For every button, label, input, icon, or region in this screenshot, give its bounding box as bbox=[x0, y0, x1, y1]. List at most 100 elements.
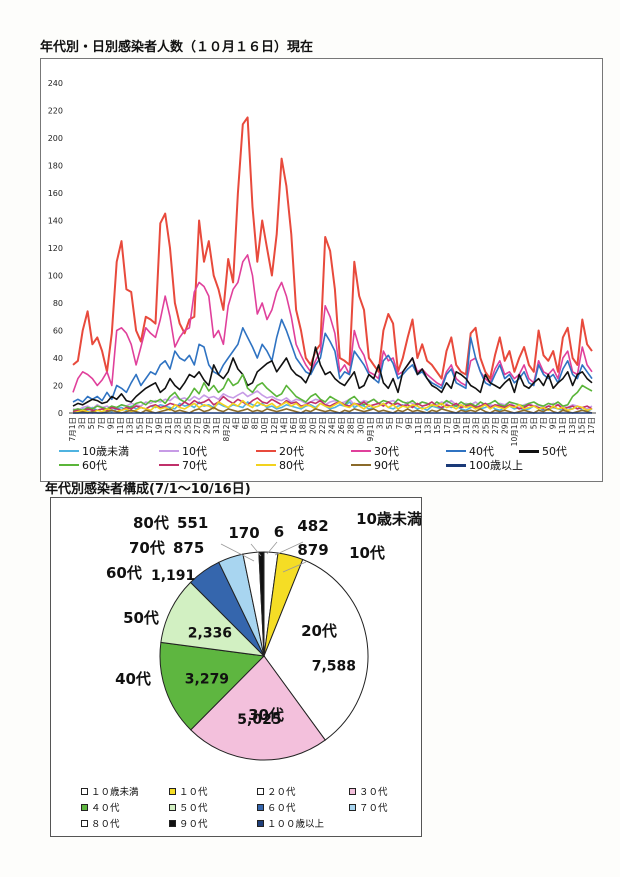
pie-chart-title: 年代別感染者構成(7/1～10/16日) bbox=[45, 482, 251, 497]
pie-value-label: 879 bbox=[297, 541, 328, 559]
pie-legend-swatch bbox=[257, 803, 264, 811]
x-tick-label: 13日 bbox=[424, 417, 433, 434]
series-line-3 bbox=[72, 116, 593, 380]
x-tick-label: 17日 bbox=[587, 417, 596, 434]
pie-chart: 7,588 5,025 3,279 2,336 20代 30代 40代 50代 10歳未満 482… bbox=[50, 497, 422, 837]
pie-chart-svg: 7,588 5,025 3,279 2,336 20代 30代 40代 50代 10歳未満 482… bbox=[106, 510, 422, 761]
x-tick-label: 15日 bbox=[135, 417, 144, 434]
pie-value-label: 7,588 bbox=[312, 659, 356, 675]
x-tick-label: 7日 bbox=[395, 417, 404, 429]
pie-legend-item: １０代 bbox=[169, 784, 208, 798]
legend-item: 80代 bbox=[256, 457, 304, 473]
x-tick-label: 25日 bbox=[481, 417, 490, 434]
y-tick-label: 80 bbox=[53, 299, 63, 308]
leader-line bbox=[266, 541, 278, 555]
pie-category-label: 20代 bbox=[301, 622, 337, 640]
x-tick-label: 3日 bbox=[78, 417, 87, 429]
y-tick-label: 120 bbox=[48, 244, 63, 253]
pie-legend-item: ９０代 bbox=[169, 816, 208, 830]
pie-legend-label: ４０代 bbox=[91, 803, 120, 814]
y-tick-label: 200 bbox=[48, 134, 63, 143]
x-tick-label: 16日 bbox=[289, 417, 298, 434]
legend-label: 10歳未満 bbox=[82, 445, 129, 458]
pie-legend-label: ８０代 bbox=[91, 819, 120, 830]
legend-item: 20代 bbox=[256, 443, 304, 459]
pie-legend-item: ２０代 bbox=[257, 784, 296, 798]
legend-item: 90代 bbox=[351, 457, 399, 473]
legend-label: 20代 bbox=[279, 445, 304, 458]
pie-legend-item: ８０代 bbox=[81, 816, 120, 830]
legend-swatch bbox=[256, 450, 276, 452]
pie-legend-label: ６０代 bbox=[267, 803, 296, 814]
pie-category-label: 80代 bbox=[133, 514, 169, 532]
legend-label: 90代 bbox=[374, 459, 399, 472]
x-tick-label: 27日 bbox=[193, 417, 202, 434]
pie-legend-label: １０歳未満 bbox=[91, 787, 139, 798]
legend-label: 30代 bbox=[374, 445, 399, 458]
legend-item: 30代 bbox=[351, 443, 399, 459]
pie-legend-swatch bbox=[169, 819, 176, 827]
pie-legend-swatch bbox=[169, 787, 176, 795]
pie-legend-item: ６０代 bbox=[257, 800, 296, 814]
x-tick-label: 29日 bbox=[501, 417, 510, 434]
y-tick-label: 140 bbox=[48, 217, 63, 226]
x-tick-label: 22日 bbox=[318, 417, 327, 434]
legend-item: 70代 bbox=[159, 457, 207, 473]
legend-item: 100歳以上 bbox=[446, 457, 523, 473]
legend-swatch bbox=[351, 464, 371, 466]
pie-category-label: 50代 bbox=[123, 609, 159, 627]
pie-category-label: 30代 bbox=[248, 706, 284, 724]
legend-swatch bbox=[159, 464, 179, 466]
pie-legend-label: ９０代 bbox=[179, 819, 208, 830]
pie-legend-swatch bbox=[169, 803, 176, 811]
y-tick-label: 240 bbox=[48, 79, 63, 88]
pie-value-label: 2,336 bbox=[188, 625, 232, 641]
series-line-8 bbox=[72, 395, 593, 413]
y-tick-label: 0 bbox=[58, 409, 63, 418]
pie-value-label: 1,191 bbox=[151, 568, 195, 584]
pie-legend-label: １００歳以上 bbox=[267, 819, 325, 830]
legend-item: 50代 bbox=[519, 443, 567, 459]
legend-label: 40代 bbox=[469, 445, 494, 458]
pie-category-label: 10代 bbox=[349, 544, 385, 562]
x-tick-label: 11日 bbox=[558, 417, 567, 434]
pie-slice-3 bbox=[263, 558, 369, 741]
legend-label: 80代 bbox=[279, 459, 304, 472]
leader-line bbox=[274, 541, 304, 556]
pie-legend-swatch bbox=[349, 803, 356, 811]
y-tick-label: 40 bbox=[53, 354, 63, 363]
series-line-9 bbox=[72, 399, 593, 414]
legend-item: 40代 bbox=[446, 443, 494, 459]
pie-legend-swatch bbox=[257, 819, 264, 827]
pie-legend-label: ３０代 bbox=[359, 787, 388, 798]
legend-swatch bbox=[351, 450, 371, 452]
x-tick-label: 15日 bbox=[433, 417, 442, 434]
pie-legend-label: １０代 bbox=[179, 787, 208, 798]
line-chart: 0 20 40 60 80 100 120 140 160 180 200 220 240 7月1日 3日 5… bbox=[40, 58, 603, 482]
pie-legend-swatch bbox=[81, 787, 88, 795]
pie-slice-6 bbox=[160, 581, 266, 657]
pie-value-label: 6 bbox=[274, 523, 284, 541]
x-tick-label: 24日 bbox=[328, 417, 337, 434]
y-tick-label: 20 bbox=[53, 382, 63, 391]
x-tick-label: 21日 bbox=[164, 417, 173, 434]
x-tick-label: 7日 bbox=[97, 417, 106, 429]
legend-item: 60代 bbox=[59, 457, 107, 473]
x-tick-label: 26日 bbox=[337, 417, 346, 434]
series-line-2 bbox=[72, 390, 593, 412]
legend-swatch bbox=[446, 450, 466, 452]
pie-category-label: 70代 bbox=[129, 539, 165, 557]
x-tick-label: 30日 bbox=[356, 417, 365, 434]
x-tick-label: 4日 bbox=[231, 417, 240, 429]
pie-legend-label: ５０代 bbox=[179, 803, 208, 814]
legend-label: 60代 bbox=[82, 459, 107, 472]
pie-value-label: 551 bbox=[177, 514, 208, 532]
x-tick-label: 17日 bbox=[145, 417, 154, 434]
x-tick-label: 9日 bbox=[549, 417, 558, 429]
x-tick-label: 12日 bbox=[270, 417, 279, 434]
y-tick-label: 100 bbox=[48, 272, 63, 281]
legend-label: 70代 bbox=[182, 459, 207, 472]
leader-line bbox=[282, 561, 307, 573]
x-tick-label: 13日 bbox=[568, 417, 577, 434]
pie-legend-item: ７０代 bbox=[349, 800, 388, 814]
